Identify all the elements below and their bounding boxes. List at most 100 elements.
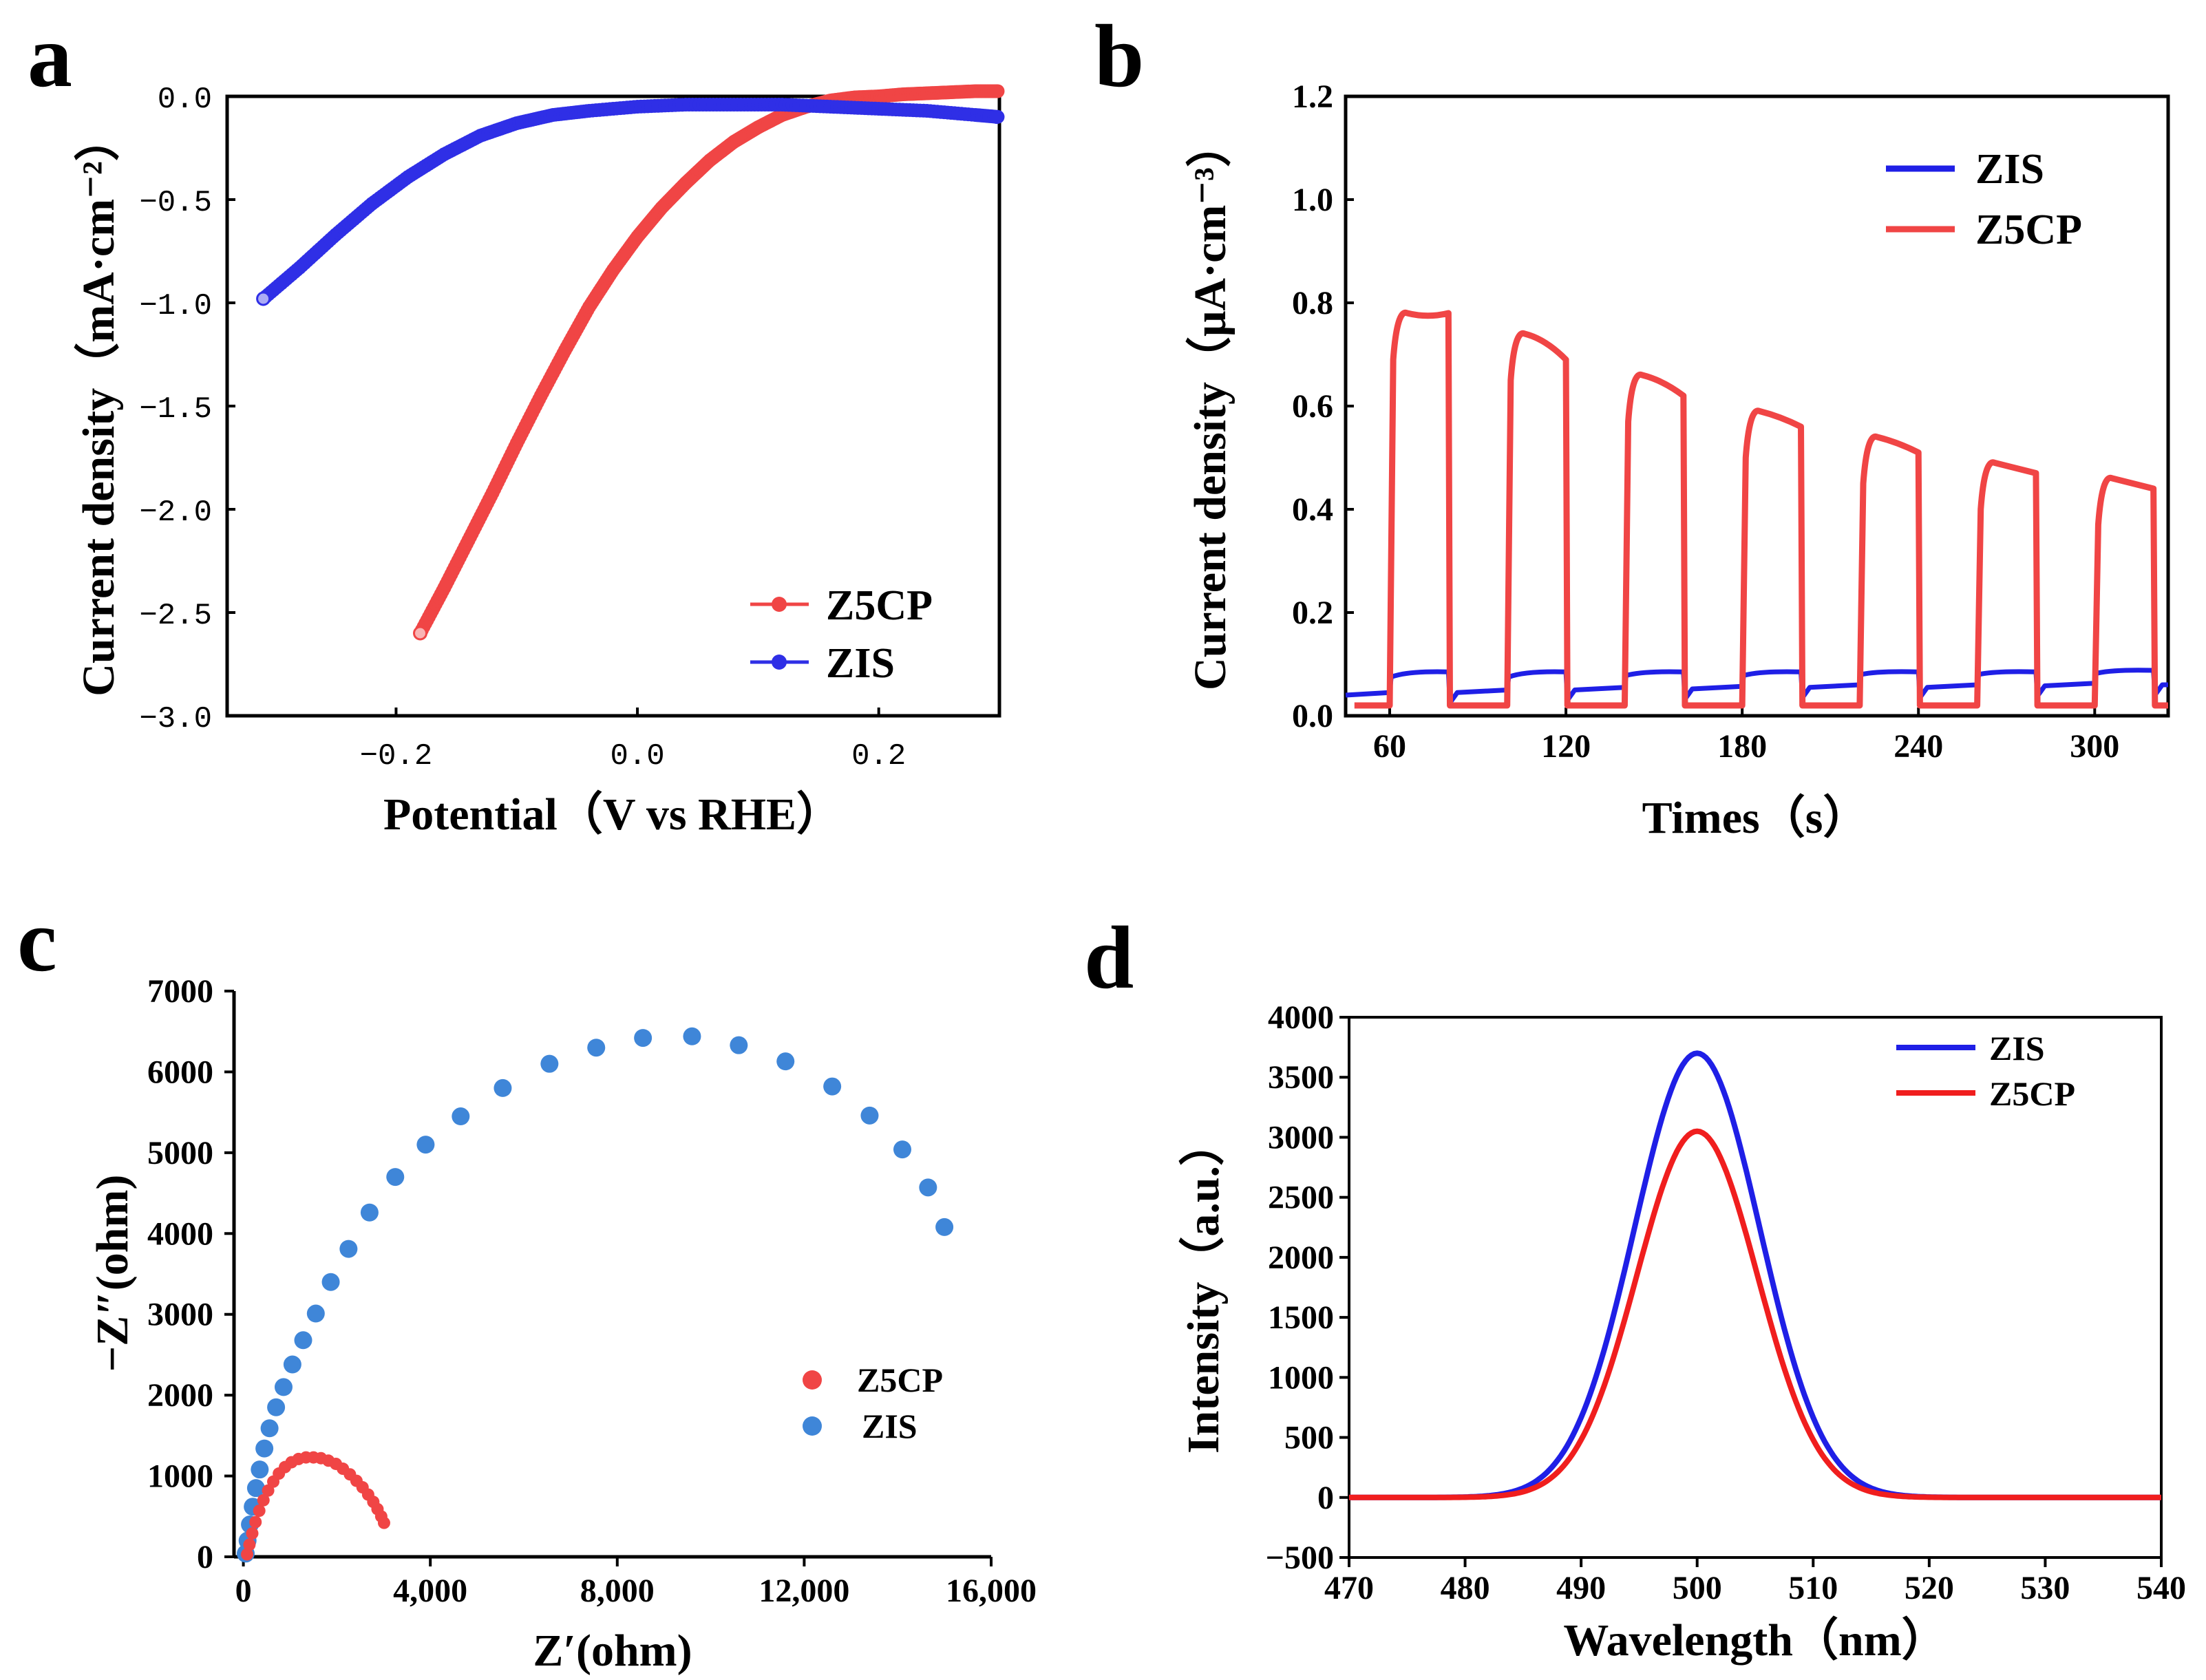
legend-label-zis-d: ZIS <box>1989 1029 2045 1067</box>
data-point-zis <box>306 1304 325 1323</box>
y-tick-label: 1000 <box>1268 1359 1334 1396</box>
series-line-zis <box>1345 668 2168 705</box>
data-point-zis <box>494 1078 512 1097</box>
panel-b: b 60 120 180 240 300 0.0 0.2 0.4 0.6 0.8 1.0 1.2 Ti… <box>1094 7 2170 843</box>
data-point-z5cp <box>249 1516 262 1529</box>
data-point-z5cp <box>413 626 427 641</box>
panel-c: c 0 4,000 8,000 12,000 16,000 0 1000 2000 3000 40… <box>17 891 1037 1676</box>
x-tick-label: 0 <box>235 1573 252 1609</box>
y-tick-label: 2500 <box>1268 1180 1334 1216</box>
panel-label-d: d <box>1084 908 1134 1008</box>
y-tick-label: 5000 <box>147 1135 213 1171</box>
data-point-zis <box>683 1027 701 1045</box>
y-tick-label: −500 <box>1266 1540 1334 1576</box>
data-point-zis <box>893 1140 911 1159</box>
x-axis-title-b: Times（s） <box>1642 792 1869 843</box>
y-tick-label: 0.4 <box>1292 491 1333 528</box>
x-tick-label: 540 <box>2136 1570 2186 1606</box>
tick-group-d: 470 480 490 500 510 520 530 540 −500 0 500 1000 1500… <box>1266 999 2186 1606</box>
x-tick-label: −0.2 <box>360 739 433 774</box>
x-tick-label: 12,000 <box>759 1573 849 1609</box>
data-point-zis <box>267 1398 286 1416</box>
panel-a: a −0.2 0.0 0.20.0−0.5−1.0−1.5−2.0−2.5−3.0 … <box>28 7 1005 840</box>
y-tick-label: 1000 <box>147 1458 213 1495</box>
x-tick-label: 16,000 <box>946 1573 1037 1609</box>
y-axis-title-c: −Z″(ohm) <box>87 1175 138 1372</box>
data-point-zis <box>730 1036 748 1054</box>
data-point-zis <box>452 1107 470 1126</box>
legend-label-z5cp-c: Z5CP <box>857 1361 943 1399</box>
legend-marker-z5cp-c <box>803 1370 822 1390</box>
x-tick-label: 470 <box>1324 1570 1374 1606</box>
y-tick-label: 0.6 <box>1292 388 1333 425</box>
legend-a: Z5CP ZIS <box>750 582 933 687</box>
legend-b: ZIS Z5CP <box>1886 146 2082 253</box>
x-axis-title-c: Z′(ohm) <box>533 1626 692 1676</box>
data-point-zis <box>416 1136 435 1154</box>
data-point-zis <box>339 1240 358 1258</box>
x-tick-label: 0.0 <box>610 739 664 774</box>
tick-group-a: −0.2 0.0 0.2 0.0 −0.5 −1.0 −1.5 −2.0 −2.5 −3.0 <box>139 83 906 774</box>
data-point-zis <box>274 1378 293 1396</box>
y-tick-label: 0 <box>1317 1480 1334 1516</box>
x-axis-title-d: Wavelength（nm） <box>1563 1615 1947 1666</box>
x-tick-label: 240 <box>1894 728 1943 765</box>
legend-label-z5cp-b: Z5CP <box>1975 206 2082 253</box>
data-point-z5cp <box>241 1548 254 1561</box>
y-tick-label: 0 <box>197 1539 213 1575</box>
y-tick-label: 1500 <box>1268 1299 1334 1336</box>
y-axis-title-a: Current density（mA·cm⁻²） <box>73 116 124 697</box>
y-tick-label: −1.0 <box>139 289 212 323</box>
data-point-z5cp <box>257 1493 270 1507</box>
x-tick-label: 180 <box>1717 728 1767 765</box>
x-tick-label: 510 <box>1788 1570 1838 1606</box>
series-group-a <box>256 84 1005 641</box>
panel-label-c: c <box>17 891 57 990</box>
data-point-zis <box>823 1077 842 1096</box>
panel-label-a: a <box>28 7 72 106</box>
y-axis-title-d: Intensity（a.u.） <box>1178 1120 1229 1454</box>
data-point-zis <box>260 1419 279 1438</box>
data-point-zis <box>919 1178 937 1197</box>
data-point-zis <box>990 110 1004 124</box>
x-axis-title-a: Potential（V vs RHE） <box>383 789 842 840</box>
data-point-zis <box>246 1479 265 1498</box>
y-tick-label: −0.5 <box>139 186 212 220</box>
series-group-b <box>1345 309 2168 709</box>
panel-d: d 470 480 490 500 510 520 530 540 −500 0 500 1000 15… <box>1084 908 2186 1666</box>
y-tick-label: 7000 <box>147 973 213 1010</box>
y-tick-label: −3.0 <box>139 702 212 736</box>
y-tick-label: 0.2 <box>1292 595 1333 631</box>
y-tick-label: −2.5 <box>139 599 212 633</box>
data-point-zis <box>360 1203 379 1222</box>
panel-label-b: b <box>1094 7 1144 106</box>
y-tick-label: 0.8 <box>1292 285 1333 321</box>
legend-label-zis-c: ZIS <box>862 1407 918 1445</box>
data-point-zis <box>256 291 271 306</box>
legend-marker-z5cp-a <box>772 597 787 612</box>
data-point-zis <box>776 1052 795 1071</box>
plot-frame-b <box>1344 94 2170 718</box>
data-point-zis <box>540 1054 559 1073</box>
data-point-z5cp <box>253 1504 266 1518</box>
tick-group-b: 60 120 180 240 300 0.0 0.2 0.4 0.6 0.8 1.0 1.2 <box>1292 78 2119 765</box>
x-tick-label: 0.2 <box>851 739 906 774</box>
legend-d: ZIS Z5CP <box>1896 1029 2075 1113</box>
x-tick-label: 8,000 <box>580 1573 655 1609</box>
legend-marker-zis-a <box>772 655 787 670</box>
data-point-zis <box>294 1331 312 1350</box>
data-point-z5cp <box>243 1538 256 1551</box>
data-point-zis <box>935 1218 954 1236</box>
data-point-zis <box>321 1273 340 1291</box>
series-line-z5cp <box>1354 309 2168 709</box>
data-point-z5cp <box>990 84 1004 98</box>
y-tick-label: 500 <box>1284 1420 1334 1456</box>
data-point-zis <box>251 1460 269 1479</box>
y-tick-label: 0.0 <box>158 83 212 117</box>
data-point-zis <box>283 1355 301 1374</box>
plot-frame-d <box>1348 1016 2163 1559</box>
data-point-zis <box>587 1039 606 1057</box>
data-point-zis <box>860 1106 879 1125</box>
legend-c: Z5CP ZIS <box>803 1361 943 1445</box>
